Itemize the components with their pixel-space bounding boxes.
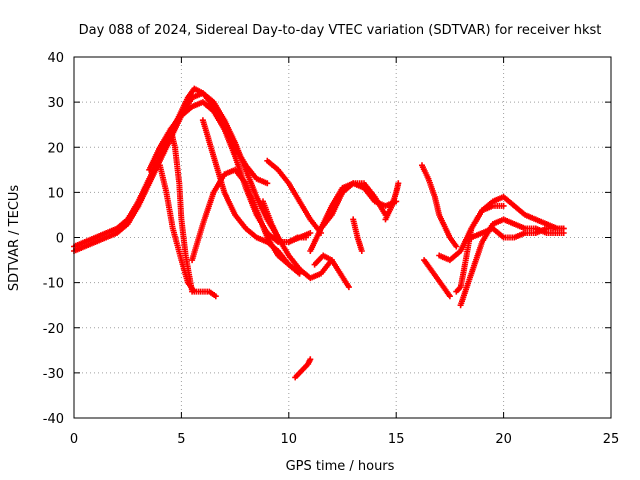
series-track-16: [419, 162, 460, 250]
series-track-21: [468, 225, 567, 241]
series-track-15: [292, 356, 314, 381]
data-point-markers: [421, 257, 453, 300]
y-tick-label: -30: [43, 367, 64, 382]
plot-frame: [73, 56, 612, 419]
x-tick-label: 0: [70, 432, 78, 447]
data-point-markers: [350, 216, 365, 254]
series-track-14: [382, 180, 402, 223]
series-track-08: [264, 157, 324, 236]
data-point-markers: [468, 225, 567, 241]
x-tick-label: 20: [495, 432, 512, 447]
y-tick-label: -10: [43, 277, 64, 292]
data-point-markers: [457, 216, 567, 309]
series-track-12: [311, 252, 352, 291]
data-series: [71, 85, 567, 381]
data-point-markers: [311, 252, 352, 291]
x-axis-label: GPS time / hours: [286, 459, 395, 474]
chart-title: Day 088 of 2024, Sidereal Day-to-day VTE…: [79, 23, 602, 38]
y-tick-label: 20: [47, 141, 64, 156]
data-point-markers: [156, 162, 219, 300]
y-tick-label: 0: [56, 232, 64, 247]
series-track-17: [421, 257, 453, 300]
data-point-markers: [264, 157, 324, 236]
y-tick-label: 30: [47, 96, 64, 111]
data-point-markers: [167, 126, 196, 295]
axis-ticks: 0 5 10 15 20 25 -40 -30 -20 -10 0 10 20 30 40: [43, 51, 620, 447]
data-point-markers: [199, 117, 303, 277]
data-point-markers: [292, 356, 314, 381]
grid-lines: [74, 57, 611, 418]
y-tick-label: 40: [47, 51, 64, 66]
series-track-19: [453, 202, 507, 295]
data-point-markers: [419, 162, 460, 250]
data-point-markers: [382, 180, 402, 223]
series-track-13: [350, 216, 365, 254]
data-point-markers: [260, 198, 309, 245]
series-track-07: [199, 117, 303, 277]
y-axis-label: SDTVAR / TECUs: [7, 185, 22, 292]
series-track-09: [260, 198, 309, 245]
series-track-11: [318, 180, 400, 232]
data-point-markers: [318, 180, 400, 232]
series-track-05: [156, 162, 219, 300]
series-track-20: [457, 216, 567, 309]
series-track-04: [167, 126, 196, 295]
data-point-markers: [453, 202, 507, 295]
x-tick-label: 15: [388, 432, 405, 447]
y-tick-label: -40: [43, 412, 64, 427]
y-tick-label: -20: [43, 322, 64, 337]
y-tick-label: 10: [47, 186, 64, 201]
x-tick-label: 25: [603, 432, 620, 447]
x-tick-label: 5: [177, 432, 185, 447]
x-tick-label: 10: [281, 432, 298, 447]
